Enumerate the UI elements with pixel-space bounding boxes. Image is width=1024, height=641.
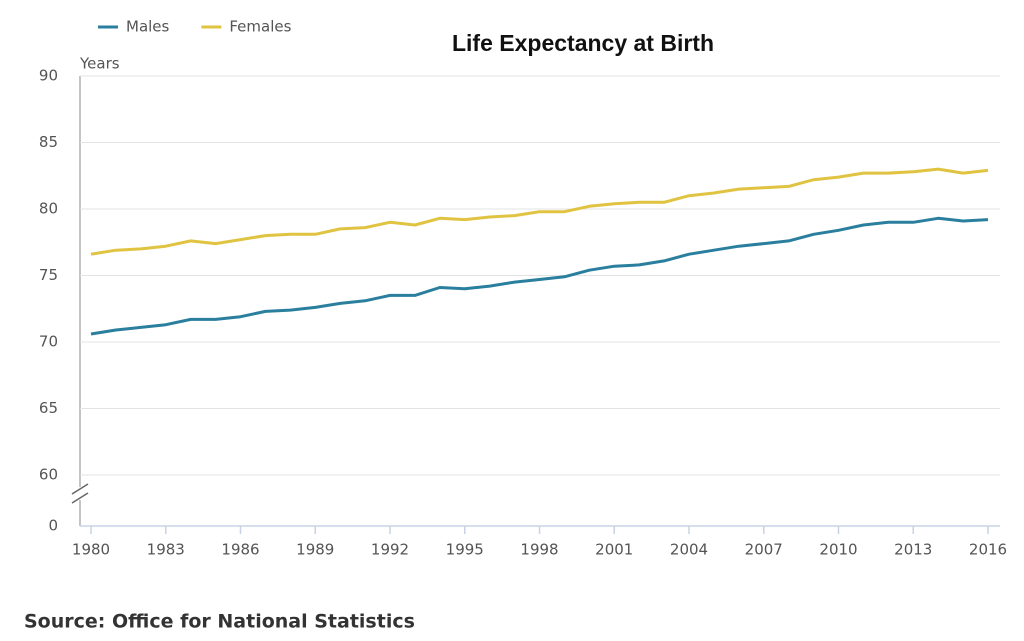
y-axis-label: Years xyxy=(79,55,120,73)
legend-label: Males xyxy=(126,18,170,36)
x-tick-label: 1995 xyxy=(446,541,484,559)
x-tick-label: 1983 xyxy=(147,541,185,559)
x-tick-label: 2016 xyxy=(969,541,1007,559)
x-tick-label: 2010 xyxy=(819,541,857,559)
y-tick-label: 85 xyxy=(39,133,58,151)
x-tick-label: 2004 xyxy=(670,541,708,559)
x-tick-label: 1989 xyxy=(296,541,334,559)
axis-break xyxy=(71,483,89,495)
x-tick-label: 1986 xyxy=(221,541,259,559)
y-tick-label: 90 xyxy=(39,67,58,85)
x-tick-label: 2013 xyxy=(894,541,932,559)
axis-break xyxy=(71,492,89,504)
x-tick-label: 1998 xyxy=(520,541,558,559)
x-tick-label: 1980 xyxy=(72,541,110,559)
legend-label: Females xyxy=(229,18,291,36)
y-tick-label: 60 xyxy=(39,466,58,484)
chart-title: Life Expectancy at Birth xyxy=(452,30,714,56)
x-tick-label: 2007 xyxy=(745,541,783,559)
line-series xyxy=(90,167,989,256)
y-tick-label: 75 xyxy=(39,266,58,284)
y-tick-label: 70 xyxy=(39,333,58,351)
x-tick-label: 2001 xyxy=(595,541,633,559)
y-tick-label: 0 xyxy=(48,517,58,535)
source: Source: Office for National Statistics xyxy=(24,611,415,633)
line-series xyxy=(90,216,989,336)
y-tick-label: 65 xyxy=(39,399,58,417)
x-tick-label: 1992 xyxy=(371,541,409,559)
y-tick-label: 80 xyxy=(39,200,58,218)
